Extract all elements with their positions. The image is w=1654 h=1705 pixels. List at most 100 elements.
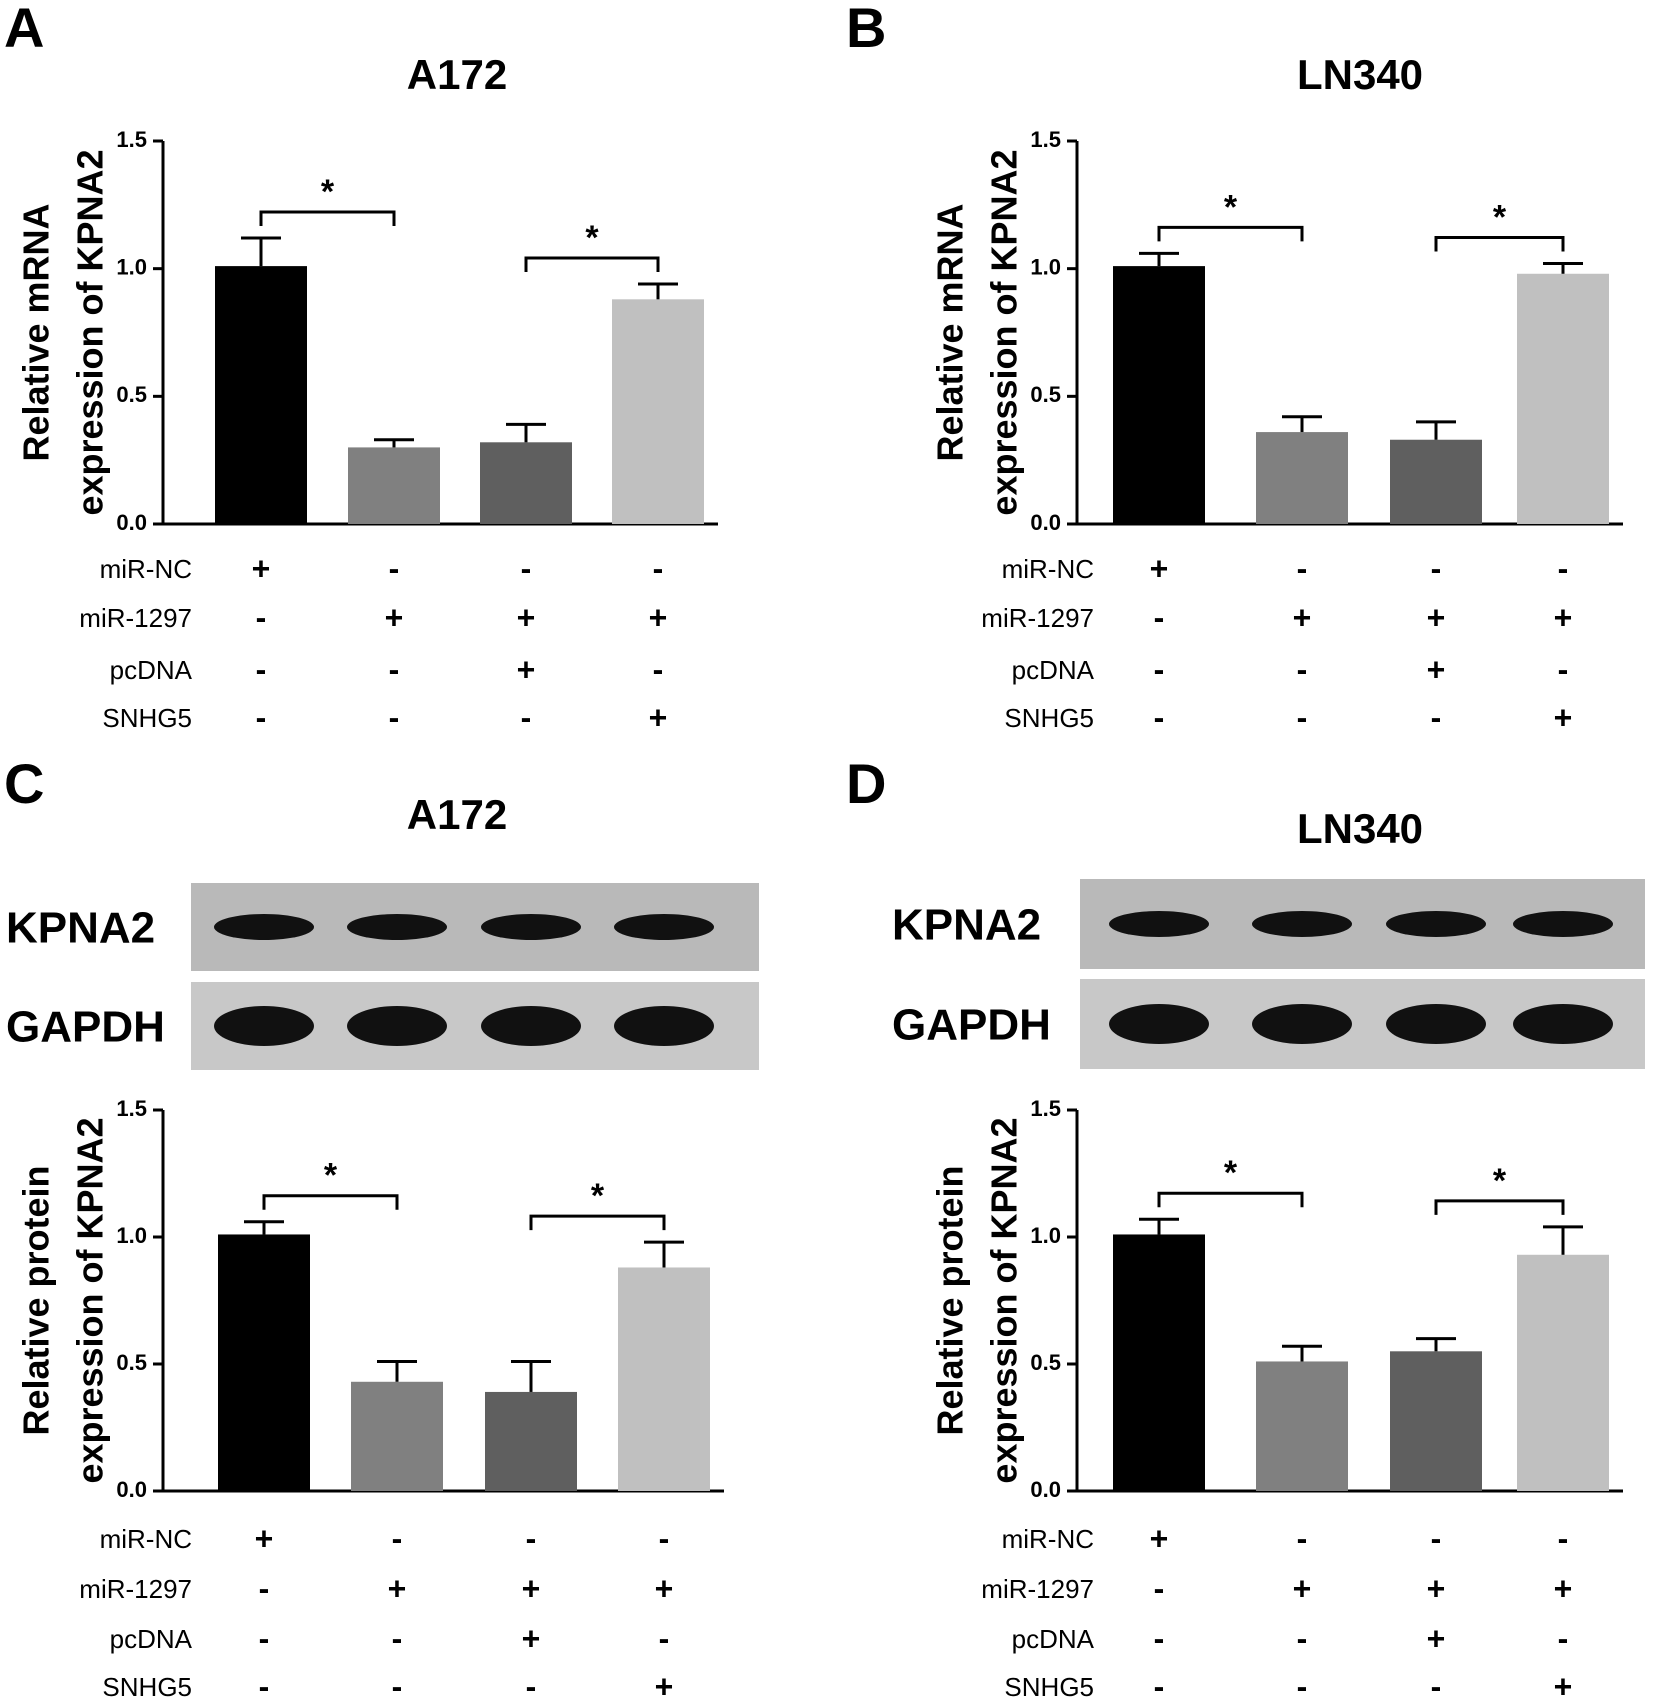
treatment-sign: + [1554, 1668, 1573, 1704]
y-tick-label: 0.5 [116, 382, 147, 407]
treatment-sign: + [252, 550, 271, 586]
treatment-sign: + [522, 1620, 541, 1656]
treatment-label: pcDNA [1012, 655, 1095, 685]
bar [1390, 1351, 1482, 1491]
treatment-sign: + [522, 1570, 541, 1606]
treatment-sign: - [1154, 1668, 1165, 1704]
blot-band [1109, 911, 1209, 937]
treatment-sign: - [521, 550, 532, 586]
chart-title: A172 [407, 791, 507, 838]
y-tick-label: 0.0 [116, 510, 147, 535]
y-tick-label: 1.5 [116, 1096, 147, 1121]
treatment-sign: - [259, 1620, 270, 1656]
treatment-sign: - [1297, 1620, 1308, 1656]
blot-band [481, 1006, 581, 1046]
treatment-label: miR-1297 [79, 1574, 192, 1604]
treatment-sign: + [1554, 699, 1573, 735]
y-tick-label: 1.5 [1030, 1096, 1061, 1121]
treatment-sign: - [1154, 699, 1165, 735]
panel-letter: B [846, 0, 886, 59]
significance-bracket [1157, 1191, 1304, 1208]
treatment-sign: - [1297, 1520, 1308, 1556]
blot-band [347, 1006, 447, 1046]
blot-band [214, 1006, 314, 1046]
treatment-sign: - [1154, 1570, 1165, 1606]
significance-bracket [1434, 1199, 1565, 1215]
y-axis-label: expression of KPNA2 [70, 149, 111, 515]
significance-bracket [524, 256, 660, 272]
treatment-label: miR-NC [1002, 554, 1094, 584]
blot-band [347, 914, 447, 940]
blot-band [1252, 1004, 1352, 1044]
y-tick-label: 0.5 [1030, 1350, 1061, 1375]
treatment-sign: - [1431, 1668, 1442, 1704]
treatment-label: pcDNA [110, 1624, 193, 1654]
y-axis-label: Relative protein [930, 1165, 971, 1435]
treatment-sign: + [655, 1668, 674, 1704]
treatment-label: miR-NC [100, 1524, 192, 1554]
treatment-sign: + [649, 699, 668, 735]
treatment-sign: - [526, 1668, 537, 1704]
treatment-sign: + [1150, 1520, 1169, 1556]
bar [1256, 1361, 1348, 1491]
treatment-sign: - [1154, 651, 1165, 687]
treatment-sign: - [1297, 651, 1308, 687]
treatment-sign: - [1558, 651, 1569, 687]
treatment-label: pcDNA [1012, 1624, 1095, 1654]
treatment-sign: + [385, 599, 404, 635]
treatment-sign: + [1293, 599, 1312, 635]
bar [1390, 439, 1482, 524]
blot-label: GAPDH [6, 1003, 165, 1052]
treatment-sign: - [653, 651, 664, 687]
significance-bracket [259, 210, 396, 227]
y-axis-label: expression of KPNA2 [70, 1117, 111, 1483]
treatment-sign: + [1150, 550, 1169, 586]
y-axis-label: Relative protein [16, 1165, 57, 1435]
treatment-label: SNHG5 [102, 703, 192, 733]
bar [612, 299, 704, 524]
treatment-label: SNHG5 [102, 1672, 192, 1702]
significance-label: * [591, 1177, 605, 1215]
treatment-sign: + [255, 1520, 274, 1556]
blot-band [1252, 911, 1352, 937]
treatment-sign: + [1554, 599, 1573, 635]
y-tick-label: 1.5 [1030, 127, 1061, 152]
chart-title: LN340 [1297, 51, 1423, 98]
treatment-sign: + [1427, 651, 1446, 687]
treatment-sign: - [1154, 599, 1165, 635]
blot-band [1109, 1004, 1209, 1044]
treatment-sign: - [256, 699, 267, 735]
blot-band [614, 1006, 714, 1046]
bar [1113, 1234, 1205, 1491]
significance-label: * [321, 173, 335, 211]
bar [1113, 266, 1205, 524]
treatment-sign: - [389, 550, 400, 586]
significance-label: * [1493, 199, 1507, 237]
treatment-sign: - [392, 1620, 403, 1656]
y-axis-label: Relative mRNA [930, 203, 971, 461]
significance-bracket [1157, 225, 1304, 242]
treatment-sign: - [1558, 1620, 1569, 1656]
blot-label: KPNA2 [6, 904, 155, 953]
treatment-sign: + [649, 599, 668, 635]
y-tick-label: 1.5 [116, 127, 147, 152]
significance-bracket [529, 1214, 666, 1231]
y-axis-label: expression of KPNA2 [984, 149, 1025, 515]
treatment-label: miR-NC [1002, 1524, 1094, 1554]
treatment-sign: - [392, 1668, 403, 1704]
y-tick-label: 1.0 [116, 254, 147, 279]
y-tick-label: 0.5 [1030, 382, 1061, 407]
treatment-label: miR-1297 [981, 1574, 1094, 1604]
blot-label: KPNA2 [892, 901, 1041, 950]
blot-label: GAPDH [892, 1001, 1051, 1050]
bar [1256, 432, 1348, 524]
treatment-sign: - [521, 699, 532, 735]
treatment-sign: - [1297, 699, 1308, 735]
y-tick-label: 0.0 [1030, 510, 1061, 535]
bar [1517, 273, 1609, 524]
treatment-sign: - [659, 1520, 670, 1556]
treatment-sign: - [526, 1520, 537, 1556]
blot-band [1513, 911, 1613, 937]
panel-letter: A [4, 0, 44, 59]
